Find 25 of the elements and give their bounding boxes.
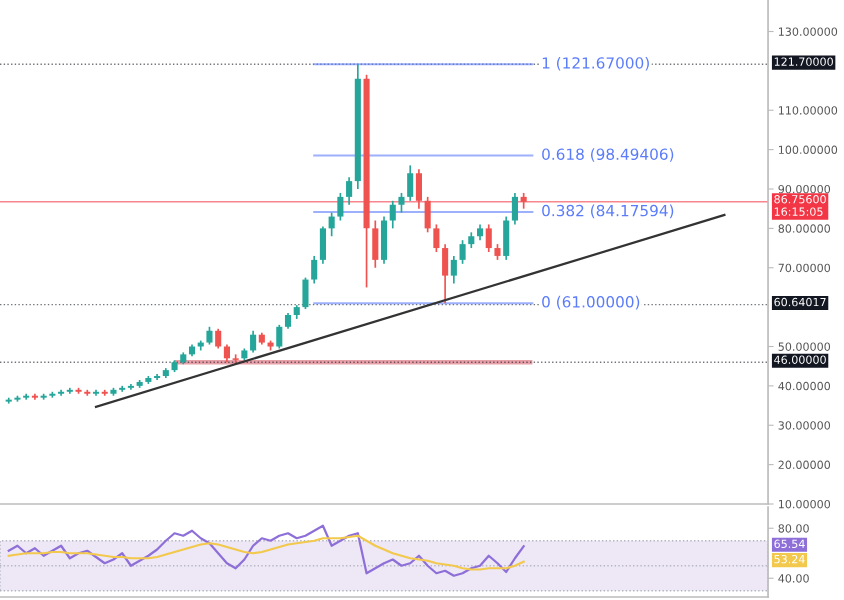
candlestick [276, 324, 283, 350]
candlestick [319, 225, 326, 265]
candlestick [442, 243, 449, 305]
candlestick [485, 223, 492, 253]
candlestick [302, 276, 309, 310]
candlestick [337, 192, 344, 222]
candlestick [503, 215, 510, 261]
candlestick [250, 329, 257, 354]
candlestick [372, 219, 379, 269]
candlestick [215, 327, 222, 350]
candlestick [389, 199, 396, 230]
candlestick [433, 223, 440, 253]
candlestick [346, 176, 353, 206]
candlestick [398, 192, 405, 214]
candlestick [380, 215, 388, 265]
candlestick [424, 196, 431, 234]
candlestick [459, 239, 466, 265]
line-series [7, 534, 525, 571]
candlestick [328, 211, 335, 238]
candlestick [511, 192, 518, 226]
line-series [7, 524, 525, 577]
candlestick [311, 255, 318, 285]
candlestick [415, 168, 422, 210]
candlestick [450, 255, 457, 285]
candlestick [407, 164, 414, 202]
